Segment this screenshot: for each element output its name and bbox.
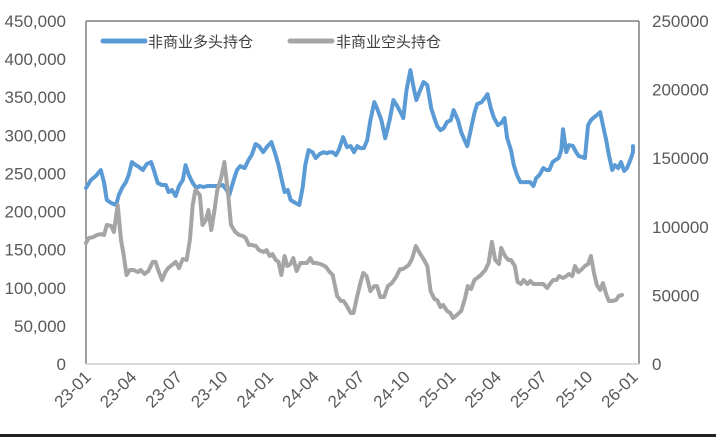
x-axis-tick-labels: 23-01 23-04 23-07 23-10 24-01 24-04 24-07 24-10…: [51, 367, 642, 411]
left-y-tick-label: 300,000: [5, 126, 66, 145]
x-tick-label: 23-01: [51, 367, 95, 411]
x-tick-label: 25-04: [461, 367, 505, 411]
left-y-tick-label: 250,000: [5, 164, 66, 183]
right-y-axis-tick-labels: 0 50000 100000 150000 200000 250000: [652, 12, 709, 374]
x-tick-label: 24-04: [279, 367, 323, 411]
right-y-tick-label: 250000: [652, 12, 709, 31]
x-tick-label: 24-07: [324, 367, 368, 411]
left-y-tick-label: 350,000: [5, 88, 66, 107]
x-tick-label: 24-10: [370, 367, 414, 411]
right-y-tick-label: 100000: [652, 218, 709, 237]
left-y-axis-tick-labels: 0 50,000 100,000 150,000 200,000 250,000 300,0…: [5, 12, 66, 374]
legend-label-long: 非商业多头持仓: [148, 33, 253, 51]
left-y-tick-label: 400,000: [5, 50, 66, 69]
bottom-rule: [0, 434, 716, 437]
left-y-tick-label: 150,000: [5, 241, 66, 260]
right-y-tick-label: 0: [652, 355, 661, 374]
x-tick-label: 25-01: [415, 367, 459, 411]
right-y-tick-label: 150000: [652, 149, 709, 168]
chart-legend: 非商业多头持仓 非商业空头持仓: [100, 33, 441, 51]
legend-label-short: 非商业空头持仓: [336, 33, 441, 51]
x-tick-label: 23-10: [187, 367, 231, 411]
short-positions-line: [84, 160, 625, 320]
left-y-tick-label: 100,000: [5, 279, 66, 298]
right-y-tick-label: 200000: [652, 81, 709, 100]
x-tick-label: 23-04: [96, 367, 140, 411]
left-y-tick-label: 200,000: [5, 203, 66, 222]
x-tick-label: 24-01: [233, 367, 277, 411]
x-tick-label: 23-07: [142, 367, 186, 411]
x-tick-label: 26-01: [598, 367, 642, 411]
right-y-tick-label: 50000: [652, 286, 699, 305]
x-tick-label: 25-07: [506, 367, 550, 411]
left-y-tick-label: 0: [57, 355, 66, 374]
x-tick-label: 25-10: [552, 367, 596, 411]
left-y-tick-label: 50,000: [14, 317, 66, 336]
long-positions-line: [84, 68, 635, 207]
left-y-tick-label: 450,000: [5, 12, 66, 31]
